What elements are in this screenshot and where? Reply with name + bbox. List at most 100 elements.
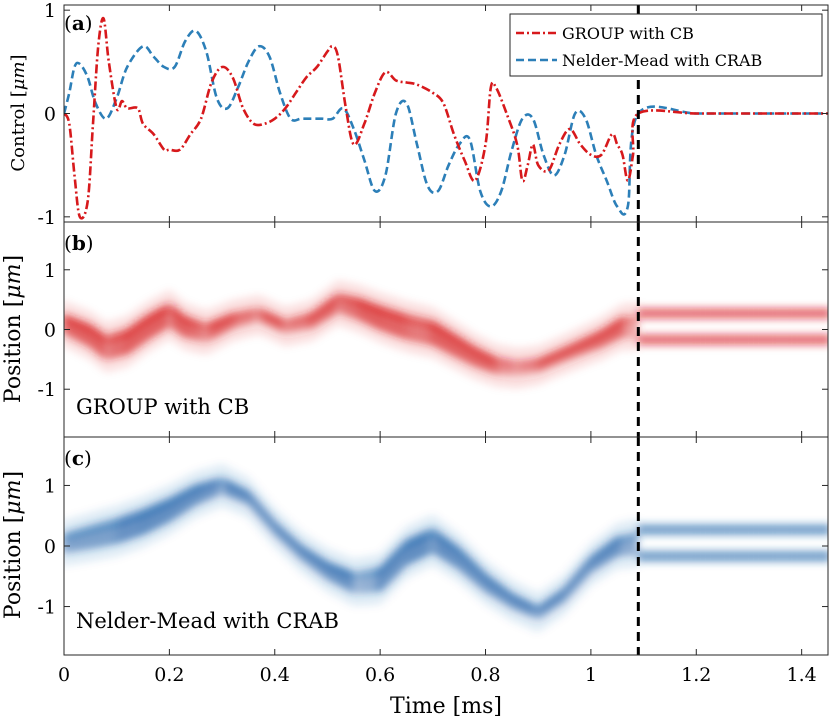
- density-band: [796, 308, 803, 319]
- density-band: [743, 334, 750, 346]
- density-halo: [248, 480, 255, 522]
- density-band: [791, 334, 798, 346]
- density-halo: [531, 346, 538, 386]
- density-halo: [459, 325, 466, 374]
- density-band: [690, 334, 697, 346]
- density-band: [748, 550, 755, 562]
- density-band: [752, 308, 759, 319]
- density-halo: [584, 323, 591, 366]
- density-band: [690, 524, 697, 536]
- density-band: [647, 550, 654, 562]
- density-band: [772, 550, 779, 562]
- panel-b-label: GROUP with CB: [76, 395, 249, 419]
- density-band: [757, 334, 764, 346]
- density-halo: [416, 520, 423, 572]
- y-tick-label: 1: [44, 260, 56, 282]
- density-band: [642, 308, 649, 319]
- density-band: [738, 550, 745, 562]
- panel-c-y-ticks: -1 0 1: [37, 475, 828, 619]
- density-band: [748, 334, 755, 346]
- density-halo: [210, 466, 216, 511]
- density-band: [709, 550, 716, 562]
- density-halo: [161, 292, 168, 342]
- density-halo: [536, 345, 543, 385]
- x-tick-label: 0.8: [470, 664, 500, 686]
- density-band: [825, 334, 828, 346]
- density-halo: [455, 533, 461, 582]
- density-node-line: [64, 488, 639, 617]
- density-halo: [604, 313, 610, 358]
- density-halo: [628, 302, 634, 351]
- density-band: [738, 334, 745, 346]
- density-band: [719, 524, 726, 536]
- density-halo: [109, 320, 115, 372]
- y-tick-label: -1: [37, 597, 56, 619]
- density-band: [695, 550, 702, 562]
- density-band: [810, 524, 817, 536]
- series-line-group: [64, 16, 828, 220]
- density-band: [700, 334, 707, 346]
- density-band: [714, 524, 721, 536]
- density-band: [661, 334, 668, 346]
- density-band: [767, 550, 774, 562]
- density-halo: [354, 284, 361, 332]
- density-band: [700, 550, 707, 562]
- density-band: [642, 334, 649, 346]
- y-tick-label: 1: [44, 475, 56, 497]
- density-band: [805, 308, 812, 319]
- density-band: [685, 550, 692, 562]
- density-halo: [65, 302, 72, 349]
- density-halo: [407, 524, 413, 577]
- density-band: [762, 334, 769, 346]
- x-ticks: 0 0.2 0.4 0.6 0.8 1 1.2 1.4: [58, 5, 817, 686]
- panel-b-y-ticks: -1 0 1: [37, 260, 828, 401]
- density-halo: [89, 312, 96, 362]
- density-band: [772, 334, 779, 346]
- density-halo: [267, 503, 274, 544]
- density-band: [666, 308, 673, 319]
- density-halo: [161, 486, 168, 537]
- y-tick-label: 1: [44, 0, 56, 22]
- density-halo: [349, 557, 356, 606]
- density-band: [685, 334, 692, 346]
- density-halo: [546, 340, 553, 381]
- density-band: [671, 524, 678, 536]
- density-band: [781, 308, 788, 319]
- density-halo: [464, 328, 471, 376]
- density-halo: [152, 297, 159, 348]
- density-halo: [157, 294, 164, 345]
- density-halo: [272, 302, 279, 342]
- density-halo: [277, 512, 284, 553]
- density-halo: [219, 303, 226, 347]
- density-halo: [147, 492, 154, 545]
- density-halo: [397, 532, 404, 585]
- density-band: [801, 334, 807, 346]
- density-band: [704, 308, 711, 319]
- density-band: [647, 308, 654, 319]
- density-halo: [142, 494, 149, 547]
- density-halo: [85, 512, 91, 563]
- density-halo: [94, 316, 101, 366]
- density-halo: [575, 327, 582, 369]
- density-halo: [80, 514, 87, 563]
- density-halo: [200, 469, 207, 515]
- density-band: [767, 308, 774, 319]
- density-halo: [604, 530, 610, 576]
- density-halo: [435, 518, 442, 570]
- density-halo: [378, 292, 385, 343]
- legend-entry-group: GROUP with CB: [562, 24, 694, 43]
- density-band: [695, 308, 702, 319]
- density-halo: [334, 552, 341, 598]
- density-band: [796, 524, 803, 536]
- density-halo: [551, 338, 558, 379]
- density-halo: [310, 539, 317, 583]
- density-band: [805, 524, 812, 536]
- density-halo: [70, 304, 77, 352]
- density-band: [748, 308, 755, 319]
- density-halo: [431, 307, 437, 359]
- density-halo: [570, 563, 577, 605]
- density-band: [652, 308, 658, 319]
- density-halo: [301, 301, 308, 343]
- density-halo: [286, 305, 293, 346]
- density-halo: [599, 534, 606, 579]
